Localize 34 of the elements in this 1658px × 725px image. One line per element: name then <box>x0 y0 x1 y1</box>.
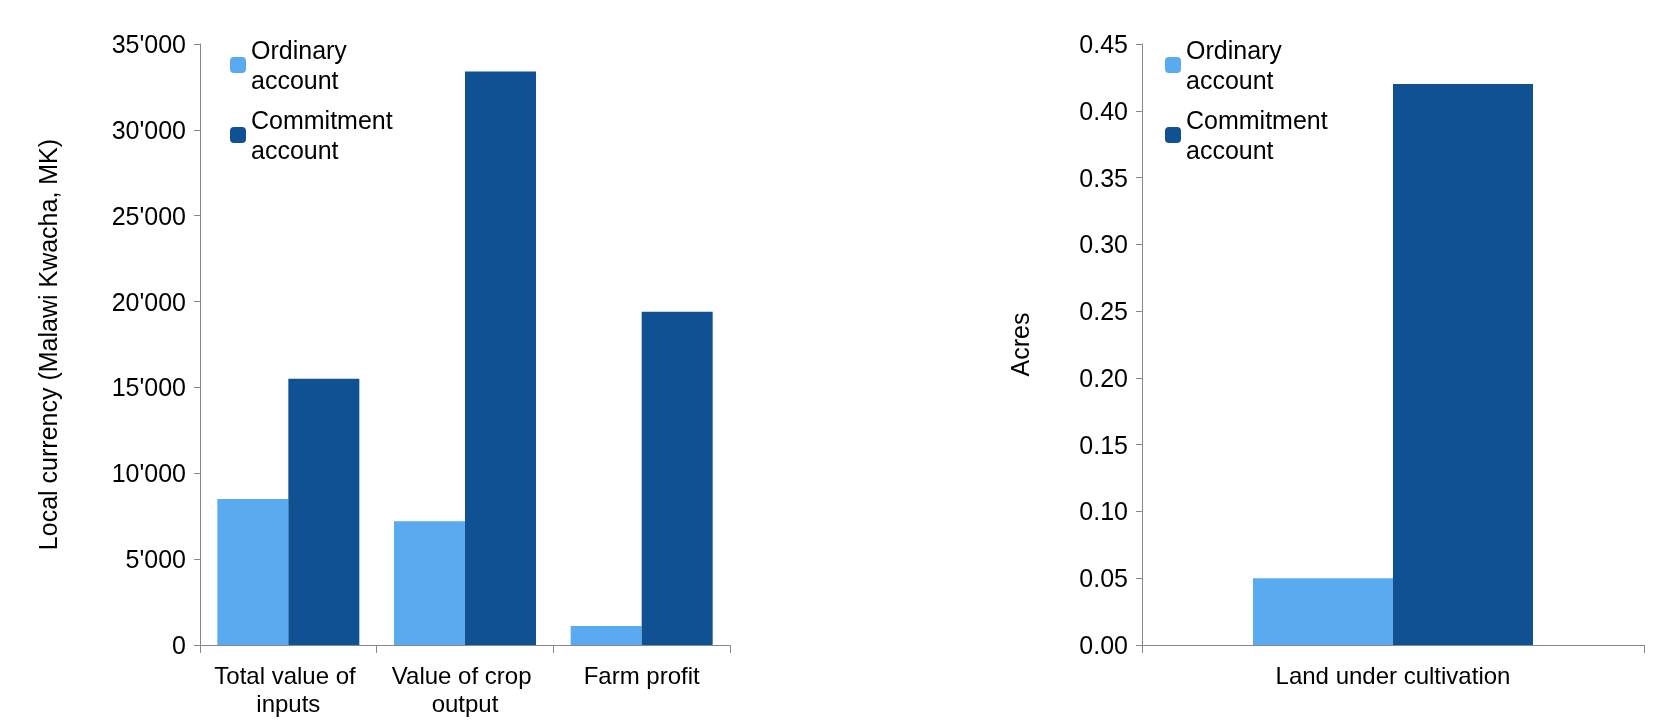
bar <box>465 71 536 645</box>
y-axis-title: Acres <box>1005 312 1034 377</box>
bar <box>288 378 360 645</box>
y-tick-label: 0.30 <box>1079 230 1128 259</box>
y-axis-title: Local currency (Malawi Kwacha, MK) <box>33 138 62 551</box>
legend-label: Commitment account <box>251 106 393 164</box>
y-tick-label: 0.00 <box>1079 631 1128 659</box>
bar <box>641 311 713 645</box>
y-tick-label: 0.40 <box>1079 96 1128 125</box>
y-tick-label: 35'000 <box>111 30 186 58</box>
x-tick-label: Total value of inputs <box>214 661 363 717</box>
y-tick-label: 0.20 <box>1079 363 1128 392</box>
y-tick-label: 25'000 <box>111 201 186 230</box>
y-tick-label: 0 <box>172 631 186 659</box>
y-tick-label: 20'000 <box>111 287 186 316</box>
y-tick-label: 0.15 <box>1079 430 1128 459</box>
y-tick-label: 0.35 <box>1079 163 1128 192</box>
x-tick-label: Land under cultivation <box>1275 661 1511 689</box>
legend-label: Ordinary account <box>251 36 348 94</box>
y-tick-label: 30'000 <box>111 115 186 144</box>
y-tick-label: 5'000 <box>125 545 186 574</box>
x-tick-label: Value of crop output <box>391 661 539 717</box>
legend-label: Ordinary account <box>1186 36 1283 94</box>
y-tick-label: 0.10 <box>1079 497 1128 526</box>
y-tick-label: 0.25 <box>1079 297 1128 326</box>
y-tick-label: 0.45 <box>1079 30 1128 58</box>
y-tick-label: 15'000 <box>111 373 186 402</box>
bar <box>570 626 642 645</box>
bar <box>217 499 289 645</box>
y-tick-label: 0.05 <box>1079 564 1128 593</box>
x-tick-label: Farm profit <box>583 661 701 689</box>
bar <box>394 521 465 645</box>
legend-label: Commitment account <box>1186 106 1328 164</box>
y-tick-label: 10'000 <box>111 459 186 488</box>
